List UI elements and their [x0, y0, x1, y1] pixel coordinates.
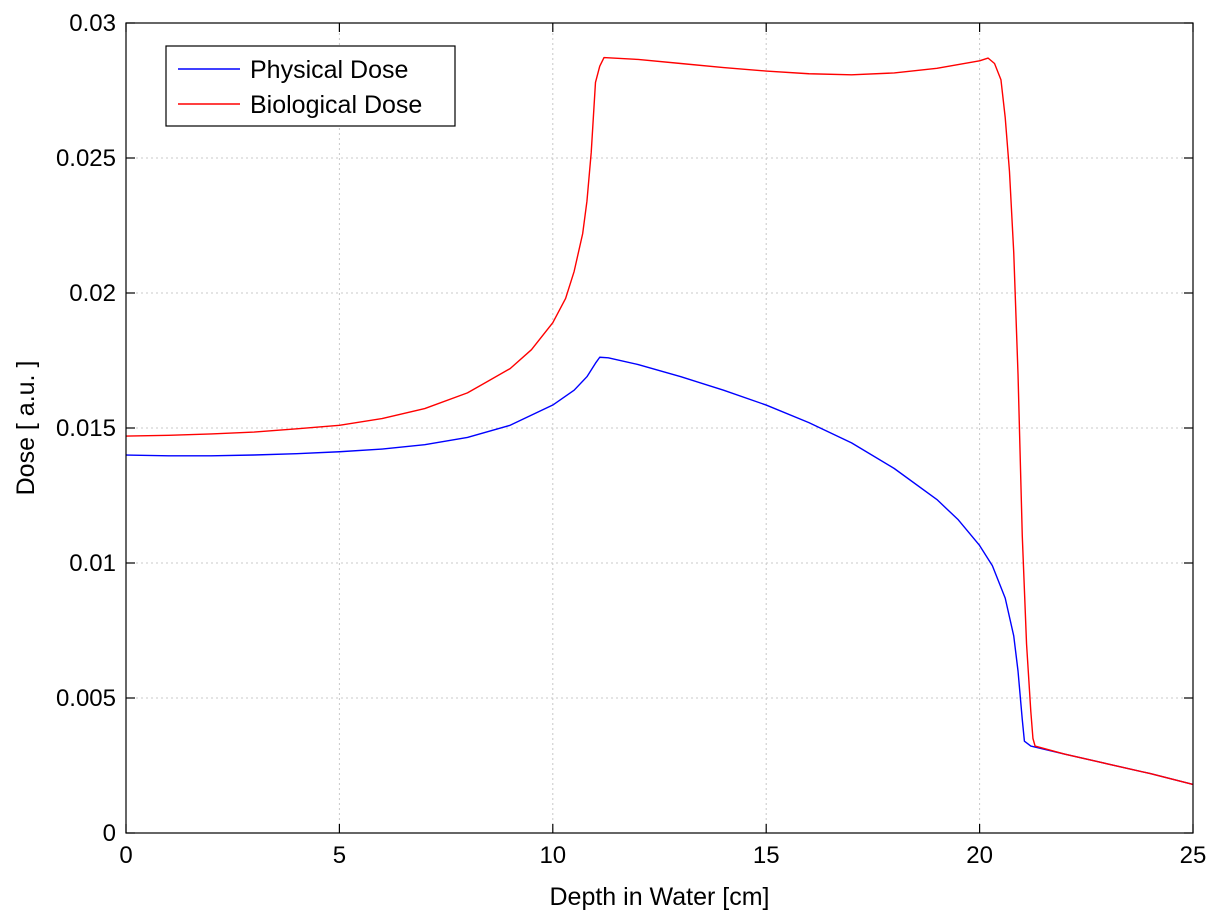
- legend-box: [165, 45, 456, 127]
- y-tick-label-2: 0.01: [69, 550, 116, 577]
- x-tick-label-0: 0: [119, 842, 132, 869]
- legend-label-physical-dose: Physical Dose: [250, 56, 408, 84]
- y-tick-label-1: 0.005: [56, 685, 116, 712]
- x-tick-label-4: 20: [966, 842, 993, 869]
- series-lines: [125, 56, 1194, 786]
- x-tick-label-5: 25: [1180, 842, 1207, 869]
- y-tick-label-0: 0: [103, 820, 116, 847]
- series-line-physical-dose: [125, 356, 1194, 786]
- y-tick-label-5: 0.025: [56, 145, 116, 172]
- axes: [125, 22, 1194, 834]
- legend-label-biological-dose: Biological Dose: [250, 91, 422, 119]
- x-axis-label: Depth in Water [cm]: [550, 883, 770, 911]
- tick-labels: 0 5 10 15 20 25 0 0.005 0.01 0.015 0.02 0.025 0.03: [56, 10, 1206, 869]
- y-tick-label-6: 0.03: [69, 10, 116, 37]
- y-tick-label-3: 0.015: [56, 415, 116, 442]
- x-tick-label-3: 15: [753, 842, 780, 869]
- x-tick-label-1: 5: [333, 842, 346, 869]
- grid-lines: [126, 23, 1193, 833]
- y-axis-label: Dose [ a.u. ]: [12, 361, 40, 496]
- legend: Physical Dose Biological Dose: [165, 45, 456, 127]
- series-line-biological-dose: [125, 56, 1194, 786]
- x-tick-label-2: 10: [539, 842, 566, 869]
- y-tick-label-4: 0.02: [69, 280, 116, 307]
